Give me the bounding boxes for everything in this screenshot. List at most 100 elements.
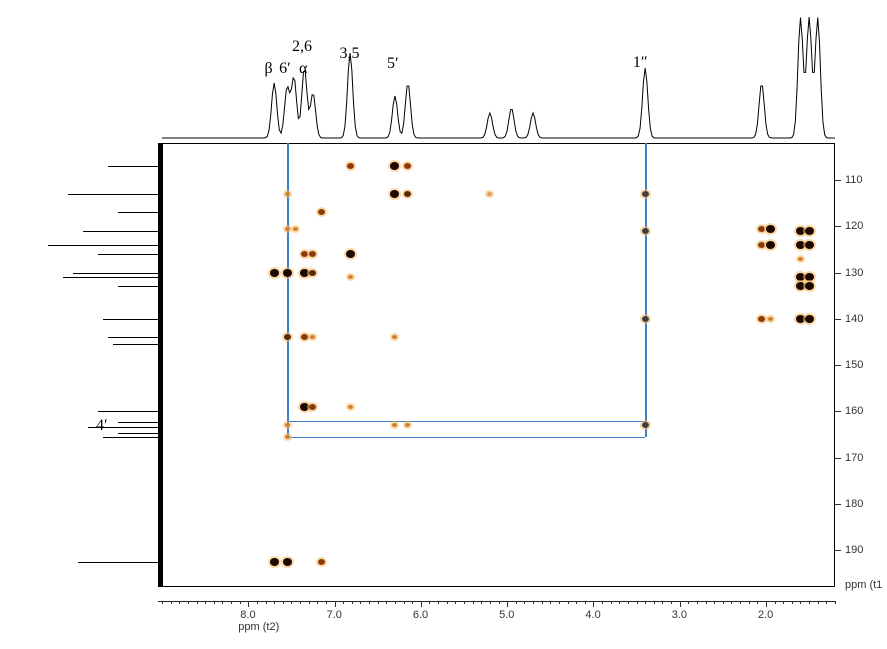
guide-vertical	[287, 143, 289, 437]
cross-peak-core	[766, 225, 775, 233]
left-1d-peak	[103, 319, 158, 320]
cross-peak-core	[347, 163, 354, 169]
y-tick	[835, 550, 841, 551]
x-tick-label: 7.0	[327, 609, 342, 621]
x-minor-tick	[404, 601, 405, 604]
x-minor-tick	[628, 601, 629, 604]
cross-peak-core	[270, 269, 279, 277]
x-minor-tick	[602, 601, 603, 604]
x-minor-tick	[809, 601, 810, 604]
x-minor-tick	[645, 601, 646, 604]
cross-peak-core	[766, 241, 775, 249]
x-minor-tick	[438, 601, 439, 604]
x-axis-line	[158, 601, 835, 602]
peak-label-top: β	[264, 60, 272, 78]
y-tick	[835, 504, 841, 505]
y-tick	[835, 226, 841, 227]
guide-horizontal	[287, 421, 645, 423]
x-minor-tick	[740, 601, 741, 604]
x-minor-tick	[542, 601, 543, 604]
cross-peak-core	[309, 270, 316, 276]
cross-peak-core	[642, 191, 649, 197]
x-minor-tick	[343, 601, 344, 604]
x-minor-tick	[585, 601, 586, 604]
x-tick	[680, 601, 681, 607]
x-minor-tick	[205, 601, 206, 604]
y-tick	[835, 273, 841, 274]
x-minor-tick	[749, 601, 750, 604]
cross-peak-core	[642, 422, 649, 428]
left-1d-peak	[113, 344, 158, 345]
x-minor-tick	[637, 601, 638, 604]
cross-peak-core	[642, 316, 649, 322]
peak-label-top: 3,5	[340, 45, 360, 63]
x-minor-tick	[533, 601, 534, 604]
left-axis-strip	[158, 143, 162, 587]
guide-vertical	[645, 143, 647, 437]
cross-peak-core	[348, 405, 353, 409]
x-minor-tick	[309, 601, 310, 604]
cross-peak-core	[805, 227, 814, 235]
cross-peak-core	[805, 241, 814, 249]
x-minor-tick	[688, 601, 689, 604]
y-tick-label: 180	[845, 498, 863, 510]
peak-label-top: 5′	[387, 55, 399, 73]
x-minor-tick	[481, 601, 482, 604]
x-minor-tick	[611, 601, 612, 604]
x-minor-tick	[231, 601, 232, 604]
x-minor-tick	[499, 601, 500, 604]
x-minor-tick	[447, 601, 448, 604]
y-tick	[835, 365, 841, 366]
x-minor-tick	[369, 601, 370, 604]
x-minor-tick	[412, 601, 413, 604]
cross-peak-core	[285, 192, 290, 196]
left-1d-peak	[98, 254, 158, 255]
x-minor-tick	[188, 601, 189, 604]
cross-peak-core	[642, 228, 649, 234]
y-tick-label: 110	[845, 174, 863, 186]
x-minor-tick	[775, 601, 776, 604]
x-minor-tick	[274, 601, 275, 604]
x-minor-tick	[723, 601, 724, 604]
x-minor-tick	[757, 601, 758, 604]
x-minor-tick	[473, 601, 474, 604]
cross-peak-core	[270, 558, 279, 566]
left-1d-peak	[73, 273, 158, 274]
left-1d-peak	[108, 166, 158, 167]
cross-peak-core	[283, 269, 292, 277]
x-minor-tick	[568, 601, 569, 604]
left-1d-peak	[118, 212, 158, 213]
x-tick-label: 2.0	[758, 609, 773, 621]
x-minor-tick	[697, 601, 698, 604]
x-axis-label: ppm (t2)	[238, 621, 279, 633]
label-leader	[118, 433, 162, 434]
guide-horizontal	[287, 437, 645, 439]
x-minor-tick	[266, 601, 267, 604]
x-minor-tick	[360, 601, 361, 604]
x-minor-tick	[197, 601, 198, 604]
x-minor-tick	[378, 601, 379, 604]
x-minor-tick	[395, 601, 396, 604]
x-tick	[248, 601, 249, 607]
x-tick	[421, 601, 422, 607]
x-minor-tick	[429, 601, 430, 604]
cross-peak-core	[758, 316, 765, 322]
x-minor-tick	[524, 601, 525, 604]
x-minor-tick	[671, 601, 672, 604]
peak-label-top: 6′	[279, 60, 291, 78]
cross-peak-core	[318, 559, 325, 565]
x-minor-tick	[835, 601, 836, 604]
x-tick-label: 5.0	[499, 609, 514, 621]
x-minor-tick	[317, 601, 318, 604]
cross-peak-core	[285, 435, 290, 439]
x-tick-label: 4.0	[585, 609, 600, 621]
cross-peak-core	[285, 423, 290, 427]
y-tick	[835, 180, 841, 181]
peak-label-top: 1″	[633, 54, 648, 72]
x-minor-tick	[792, 601, 793, 604]
peak-label-left: 4′	[96, 417, 108, 435]
x-minor-tick	[352, 601, 353, 604]
x-minor-tick	[386, 601, 387, 604]
left-1d-peak	[78, 562, 158, 563]
x-tick	[335, 601, 336, 607]
